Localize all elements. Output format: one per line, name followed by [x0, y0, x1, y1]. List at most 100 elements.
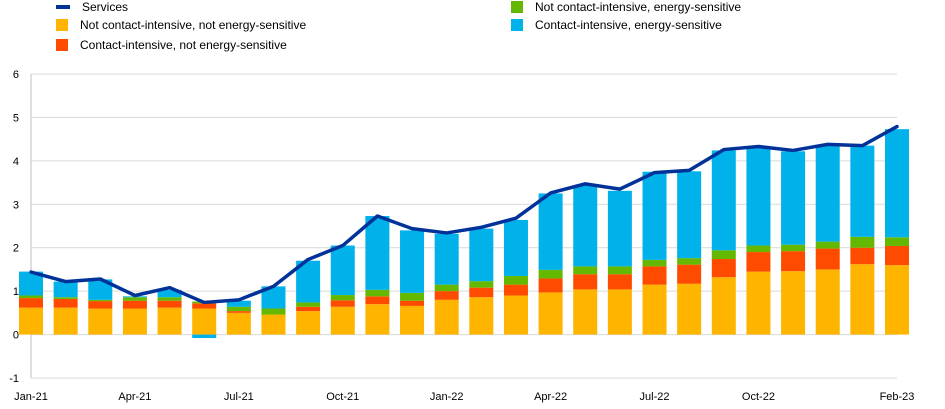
bar-segment: [642, 259, 667, 267]
bar-segment: [711, 150, 736, 251]
bar-segment: [850, 236, 875, 248]
legend-swatch-ci-es: [511, 19, 523, 31]
legend-swatch-ci-not-es: [56, 39, 68, 51]
bar-segment: [815, 144, 840, 242]
x-tick-label: Oct-22: [742, 391, 775, 403]
bar-segment: [885, 237, 909, 246]
bar-segment: [711, 259, 736, 278]
bar-segment: [469, 297, 494, 335]
bar-segment: [122, 297, 147, 301]
y-tick-label: 3: [13, 199, 19, 211]
bar-segment: [503, 275, 528, 285]
bar-segment: [192, 334, 217, 339]
bar-segment: [53, 298, 78, 308]
legend-item-not-ci-es: Not contact-intensive, energy-sensitive: [511, 0, 741, 14]
bar-segment: [711, 277, 736, 335]
legend-swatch-not-ci-not-es: [56, 19, 68, 31]
bar-segment: [296, 302, 321, 307]
y-tick-label: 1: [13, 286, 19, 298]
legend-item-services: Services: [56, 0, 128, 14]
bar-segment: [192, 303, 217, 309]
legend-swatch-services: [56, 5, 70, 9]
bar-segment: [815, 248, 840, 270]
bar-segment: [607, 190, 632, 267]
x-tick-label: Oct-21: [326, 391, 359, 403]
bar-segment: [642, 171, 667, 260]
bar-segment: [400, 305, 425, 335]
chart-legend: Services Not contact-intensive, not ener…: [0, 0, 945, 60]
legend-label-ci-es: Contact-intensive, energy-sensitive: [535, 18, 722, 32]
bar-segment: [226, 300, 251, 307]
bar-segment: [434, 291, 459, 300]
bar-segment: [261, 286, 286, 309]
bar-segment: [746, 146, 771, 246]
bar-segment: [296, 311, 321, 335]
bar-segment: [538, 269, 563, 279]
bar-segment: [850, 247, 875, 265]
bar-segment: [88, 299, 113, 302]
bar-segment: [746, 271, 771, 335]
bar-segment: [781, 251, 806, 272]
bar-segment: [192, 308, 217, 335]
bar-segment: [815, 269, 840, 335]
y-tick-label: 5: [13, 112, 19, 124]
y-tick-label: 6: [13, 69, 19, 81]
bar-segment: [469, 287, 494, 298]
legend-label-not-ci-not-es: Not contact-intensive, not energy-sensit…: [80, 18, 307, 32]
bar-segment: [573, 185, 598, 267]
bar-segment: [538, 292, 563, 335]
bar-segment: [573, 289, 598, 335]
bar-segment: [330, 295, 355, 301]
bar-segment: [157, 300, 182, 308]
bar-segment: [88, 308, 113, 335]
bar-segment: [469, 228, 494, 282]
legend-label-not-ci-es: Not contact-intensive, energy-sensitive: [535, 0, 742, 14]
x-tick-label: Jul-21: [224, 391, 254, 403]
bar-segment: [469, 281, 494, 288]
bar-segment: [400, 300, 425, 306]
bar-segment: [400, 292, 425, 301]
bar-segment: [607, 274, 632, 290]
bar-segment: [122, 300, 147, 309]
y-tick-label: -1: [9, 373, 19, 385]
bar-segment: [19, 295, 43, 299]
bar-segment: [365, 296, 390, 305]
x-tick-label: Feb-23: [880, 391, 915, 403]
bar-segment: [573, 266, 598, 275]
x-tick-label: Apr-21: [118, 391, 151, 403]
bar-segment: [815, 241, 840, 249]
bar-segment: [330, 300, 355, 307]
bar-segment: [226, 312, 251, 335]
bar-segment: [434, 299, 459, 335]
legend-swatch-not-ci-es: [511, 1, 523, 13]
bar-segment: [503, 219, 528, 276]
bar-segment: [607, 289, 632, 335]
bar-segment: [88, 301, 113, 309]
x-tick-label: Jul-22: [640, 391, 670, 403]
bar-segment: [677, 264, 702, 284]
bar-segment: [850, 264, 875, 335]
bar-segment: [53, 297, 78, 299]
bar-segment: [226, 311, 251, 313]
bar-segment: [157, 297, 182, 301]
legend-item-ci-not-es: Contact-intensive, not energy-sensitive: [56, 38, 287, 52]
bar-segment: [434, 284, 459, 292]
bar-segment: [365, 216, 390, 290]
bar-segment: [573, 274, 598, 290]
bar-segment: [538, 193, 563, 270]
bar-segment: [885, 245, 909, 266]
x-tick-label: Apr-22: [534, 391, 567, 403]
bar-segment: [850, 145, 875, 237]
bar-segment: [677, 171, 702, 259]
bar-segment: [503, 295, 528, 335]
bar-segment: [261, 308, 286, 315]
bar-segment: [400, 230, 425, 293]
bar-segment: [746, 245, 771, 253]
bar-segment: [19, 271, 43, 296]
bar-segment: [746, 252, 771, 272]
bar-segment: [330, 306, 355, 335]
bar-segment: [607, 266, 632, 275]
bar-segment: [434, 233, 459, 285]
x-tick-label: Jan-21: [14, 391, 48, 403]
bar-segment: [88, 279, 113, 300]
